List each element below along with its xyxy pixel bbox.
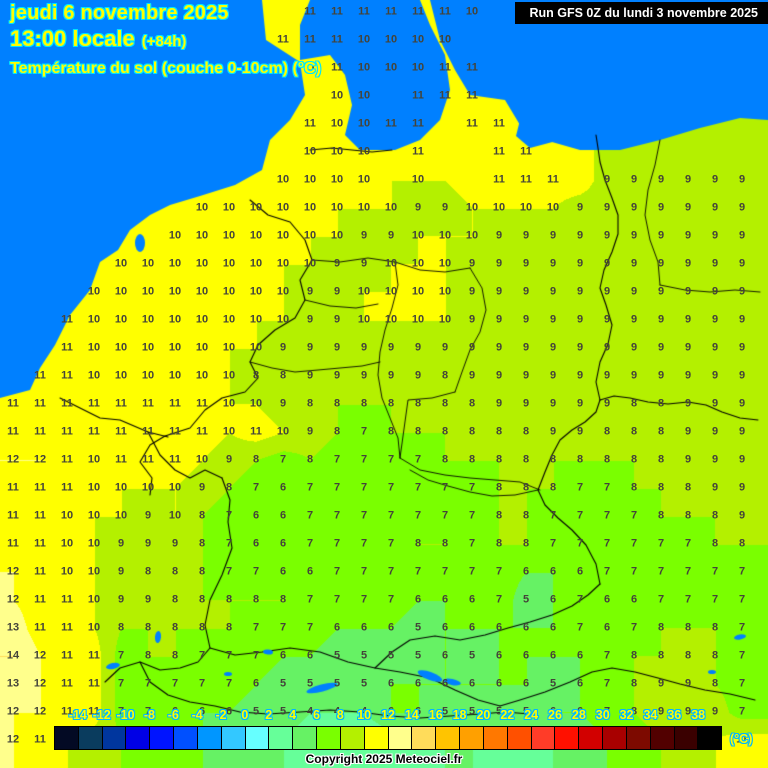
color-swatch (317, 727, 341, 749)
color-scale-bar (54, 726, 722, 750)
copyright-label: Copyright 2025 Meteociel.fr (305, 752, 463, 766)
color-scale-legend: -14 -12 -10 -8 -6 -4 -2 0 2 4 6 8 10 12 14 16 18 20 22 24 26… (0, 708, 768, 768)
scale-tick-label: 10 (357, 708, 372, 722)
scale-tick-label: 36 (667, 708, 682, 722)
scale-tick-label: 28 (571, 708, 586, 722)
color-swatch (507, 727, 532, 749)
color-swatch (603, 727, 627, 749)
color-swatch (531, 727, 556, 749)
color-swatch (436, 727, 461, 749)
color-swatch (388, 727, 413, 749)
color-swatch (78, 727, 103, 749)
scale-tick-label: 24 (524, 708, 539, 722)
scale-tick-label: -10 (116, 708, 135, 722)
scale-tick-label: 14 (404, 708, 419, 722)
scale-tick-label: 16 (428, 708, 443, 722)
color-swatch (126, 727, 151, 749)
color-swatch (55, 727, 79, 749)
color-swatch (460, 727, 484, 749)
color-swatch (650, 727, 675, 749)
scale-tick-label: 20 (476, 708, 491, 722)
scale-tick-label: 34 (643, 708, 658, 722)
scale-tick-label: -14 (68, 708, 87, 722)
scale-tick-label: -4 (191, 708, 203, 722)
scale-tick-label: 12 (381, 708, 395, 722)
scale-tick-label: 18 (452, 708, 467, 722)
color-swatch (221, 727, 246, 749)
color-swatch (579, 727, 604, 749)
map-header: jeudi 6 novembre 2025 13:00 locale (+84h… (10, 2, 321, 78)
color-swatch (364, 727, 389, 749)
color-swatch (150, 727, 175, 749)
scale-tick-label: 30 (595, 708, 610, 722)
color-swatch (698, 727, 722, 749)
scale-tick-label: 26 (548, 708, 562, 722)
forecast-lead-time-label: (+84h) (141, 33, 187, 50)
parameter-title-label: Température du sol (couche 0-10cm) (°C) (10, 60, 322, 77)
color-swatch (412, 727, 437, 749)
scale-tick-label: 4 (289, 708, 297, 722)
color-swatch (102, 727, 127, 749)
color-swatch (483, 727, 508, 749)
color-swatch (197, 727, 222, 749)
scale-tick-label: 22 (500, 708, 515, 722)
forecast-date-label: jeudi 6 novembre 2025 (10, 2, 229, 24)
model-run-banner: Run GFS 0Z du lundi 3 novembre 2025 (515, 2, 768, 24)
model-run-label: Run GFS 0Z du lundi 3 novembre 2025 (529, 6, 758, 20)
scale-tick-label: -2 (215, 708, 227, 722)
scale-tick-label: 0 (241, 708, 249, 722)
scale-tick-label: 2 (265, 708, 273, 722)
color-swatch (340, 727, 365, 749)
color-swatch (674, 727, 699, 749)
color-swatch (269, 727, 294, 749)
scale-tick-label: 32 (619, 708, 634, 722)
color-swatch (626, 727, 651, 749)
scale-tick-label: 38 (691, 708, 706, 722)
color-swatch (174, 727, 198, 749)
color-swatch (245, 727, 270, 749)
scale-tick-label: -6 (167, 708, 179, 722)
color-swatch (293, 727, 318, 749)
scale-tick-label: 6 (312, 708, 320, 722)
color-swatch (555, 727, 580, 749)
scale-tick-label: 8 (336, 708, 344, 722)
scale-tick-label: -12 (92, 708, 111, 722)
scale-tick-label: -8 (143, 708, 155, 722)
forecast-time-label: 13:00 locale (10, 26, 135, 51)
temperature-unit-label: (°C) (730, 732, 753, 746)
